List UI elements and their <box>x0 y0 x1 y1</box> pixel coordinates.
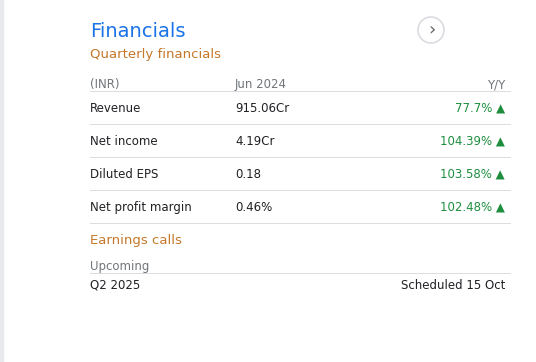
Text: 102.48% ▲: 102.48% ▲ <box>440 201 505 214</box>
Text: Net income: Net income <box>90 135 158 148</box>
Text: Earnings calls: Earnings calls <box>90 234 182 247</box>
Text: 0.46%: 0.46% <box>235 201 272 214</box>
Text: ›: › <box>428 21 436 39</box>
Text: Quarterly financials: Quarterly financials <box>90 48 221 61</box>
Text: Financials: Financials <box>90 22 185 41</box>
Text: 4.19Cr: 4.19Cr <box>235 135 274 148</box>
Text: 104.39% ▲: 104.39% ▲ <box>440 135 505 148</box>
Text: Upcoming: Upcoming <box>90 260 150 273</box>
Bar <box>0 0 3 362</box>
Text: Y/Y: Y/Y <box>487 78 505 91</box>
Text: 0.18: 0.18 <box>235 168 261 181</box>
Text: Diluted EPS: Diluted EPS <box>90 168 158 181</box>
Text: Net profit margin: Net profit margin <box>90 201 192 214</box>
Text: Revenue: Revenue <box>90 102 142 115</box>
Text: Scheduled 15 Oct: Scheduled 15 Oct <box>400 279 505 292</box>
Text: Q2 2025: Q2 2025 <box>90 279 140 292</box>
Text: 915.06Cr: 915.06Cr <box>235 102 289 115</box>
Text: 77.7% ▲: 77.7% ▲ <box>455 102 505 115</box>
Text: 103.58% ▲: 103.58% ▲ <box>441 168 505 181</box>
Text: (INR): (INR) <box>90 78 120 91</box>
Text: Jun 2024: Jun 2024 <box>235 78 287 91</box>
